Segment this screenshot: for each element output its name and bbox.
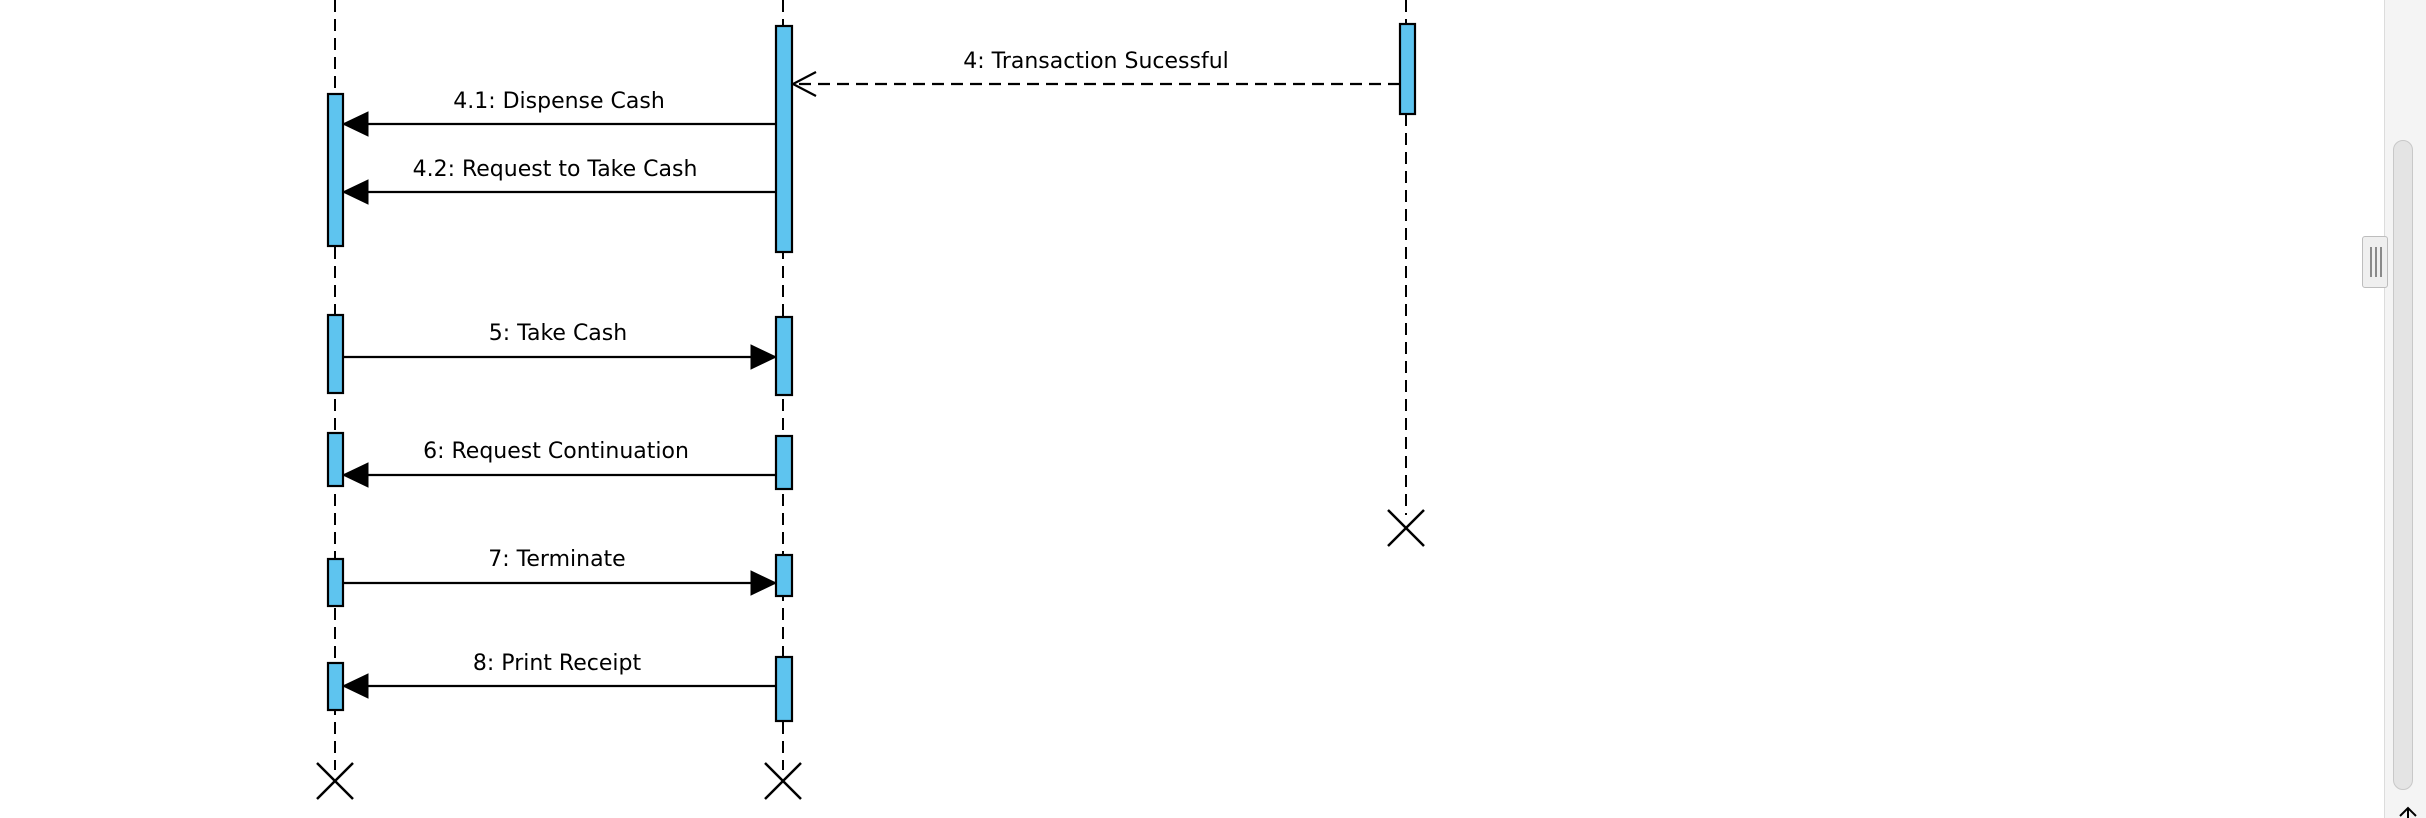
filled-arrowhead-icon: [341, 462, 369, 488]
filled-arrowhead-icon: [750, 570, 778, 596]
scroll-corner-icon[interactable]: [2396, 796, 2420, 818]
activation-bar[interactable]: [326, 661, 345, 712]
message-label: 5: Take Cash: [489, 321, 627, 346]
activation-bar[interactable]: [326, 313, 345, 395]
activation-bar[interactable]: [774, 315, 794, 397]
destroy-x-icon: [316, 762, 354, 800]
message-label: 4.1: Dispense Cash: [453, 89, 665, 114]
activation-bar[interactable]: [1398, 22, 1417, 116]
activation-bar[interactable]: [326, 92, 345, 248]
activation-bar[interactable]: [774, 24, 794, 254]
message-label: 8: Print Receipt: [473, 651, 642, 676]
activation-bar[interactable]: [774, 553, 794, 598]
activation-bar[interactable]: [326, 557, 345, 608]
message-label: 6: Request Continuation: [423, 439, 689, 464]
destroy-x-icon: [764, 762, 802, 800]
message-label: 7: Terminate: [488, 547, 625, 572]
filled-arrowhead-icon: [750, 344, 778, 370]
splitter-grip-icon[interactable]: [2362, 236, 2388, 288]
filled-arrowhead-icon: [341, 179, 369, 205]
open-arrowhead-icon: [790, 71, 817, 97]
filled-arrowhead-icon: [341, 673, 369, 699]
filled-arrowhead-icon: [341, 111, 369, 137]
message-label: 4: Transaction Sucessful: [963, 49, 1229, 74]
activation-bar[interactable]: [774, 434, 794, 491]
activation-bar[interactable]: [326, 431, 345, 488]
message-label: 4.2: Request to Take Cash: [413, 157, 698, 182]
activation-bar[interactable]: [774, 655, 794, 723]
scrollbar-thumb[interactable]: [2393, 140, 2413, 790]
destroy-x-icon: [1387, 509, 1425, 547]
